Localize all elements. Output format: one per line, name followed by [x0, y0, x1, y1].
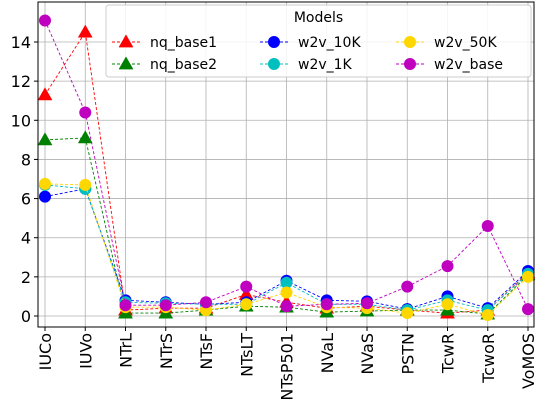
data-point-w2v-base [320, 298, 333, 311]
x-tick-label: VoMOS [519, 333, 538, 389]
legend-item-nq-base1: nq_base1 [112, 34, 217, 51]
legend-label: w2v_50K [434, 35, 497, 51]
legend-label: w2v_base [434, 57, 503, 73]
axes: 0 2 4 6 8 10 12 14 IUCo IUVo NTrL NTrS NTsF NTsLT NTsP… [11, 33, 538, 401]
x-tick-label: NTsF [197, 333, 216, 370]
data-point-w2v-50K [79, 178, 92, 191]
data-point-w2v-base [159, 299, 172, 312]
data-point-w2v-base [200, 296, 212, 309]
data-point-w2v-base [481, 219, 494, 232]
series-w2v-50K [39, 177, 534, 322]
series-layer [37, 14, 536, 322]
series-w2v-base [39, 14, 534, 316]
data-point-w2v-base [119, 299, 132, 312]
data-point-w2v-50K [522, 270, 534, 283]
data-point-w2v-50K [481, 309, 494, 322]
y-tick-label: 6 [21, 190, 31, 209]
legend-label: w2v_1K [298, 57, 353, 73]
data-point-w2v-50K [240, 298, 253, 311]
data-point-w2v-base [522, 303, 534, 316]
legend-marker [118, 56, 134, 70]
data-point-w2v-base [280, 300, 293, 313]
x-tick-label: IUCo [36, 333, 55, 370]
data-point-w2v-base [79, 106, 92, 119]
data-point-w2v-50K [401, 307, 414, 320]
x-tick-label: TcwR [439, 333, 458, 374]
legend-label: nq_base2 [150, 57, 217, 73]
legend-marker [118, 34, 134, 48]
x-tick-label: PSTN [398, 333, 417, 375]
y-tick-label: 14 [11, 33, 31, 52]
legend-item-w2v-50K: w2v_50K [396, 35, 497, 51]
data-point-nq-base1 [37, 87, 53, 101]
data-point-nq-base2 [37, 132, 53, 146]
legend-item-nq-base2: nq_base2 [112, 56, 217, 73]
x-tick-label: NTrL [117, 333, 136, 368]
data-point-w2v-50K [39, 177, 51, 190]
x-tick-label: NVaL [318, 333, 337, 373]
data-point-w2v-base [39, 14, 51, 27]
legend-item-w2v-1K: w2v_1K [260, 57, 353, 73]
data-point-w2v-10K [39, 190, 51, 203]
legend-marker [404, 36, 416, 48]
legend-marker [268, 36, 280, 48]
legend-item-w2v-10K: w2v_10K [260, 35, 361, 51]
legend-title: Models [294, 10, 343, 26]
data-point-w2v-base [361, 297, 373, 310]
data-point-nq-base2 [77, 130, 93, 144]
legend: Models nq_base1 nq_base2 w2v_10K w2v_1K w2v_5… [105, 4, 532, 78]
x-tick-label: IUVo [76, 333, 95, 369]
data-point-w2v-base [240, 280, 253, 293]
legend-label: w2v_10K [298, 35, 361, 51]
y-tick-label: 2 [21, 268, 31, 287]
x-tick-label: NTsP501 [278, 333, 297, 401]
y-tick-label: 4 [21, 229, 31, 248]
data-point-nq-base1 [77, 24, 93, 38]
data-point-w2v-50K [441, 298, 454, 311]
data-point-w2v-base [401, 280, 414, 293]
legend-item-w2v-base: w2v_base [396, 57, 503, 73]
x-tick-label: NTrS [157, 333, 176, 369]
x-tick-label: NTsLT [237, 333, 256, 377]
legend-marker [268, 58, 280, 70]
y-tick-label: 0 [21, 307, 31, 326]
legend-marker [404, 58, 416, 70]
x-tick-label: TcwoR [479, 333, 498, 384]
legend-label: nq_base1 [150, 35, 217, 51]
legend-box [105, 4, 532, 78]
y-tick-label: 8 [21, 150, 31, 169]
data-point-w2v-1K [280, 276, 293, 289]
data-point-w2v-base [441, 260, 454, 273]
data-point-w2v-50K [280, 286, 293, 299]
y-tick-label: 10 [11, 111, 31, 130]
x-tick-label: NVaS [358, 333, 377, 375]
y-tick-label: 12 [11, 72, 31, 91]
